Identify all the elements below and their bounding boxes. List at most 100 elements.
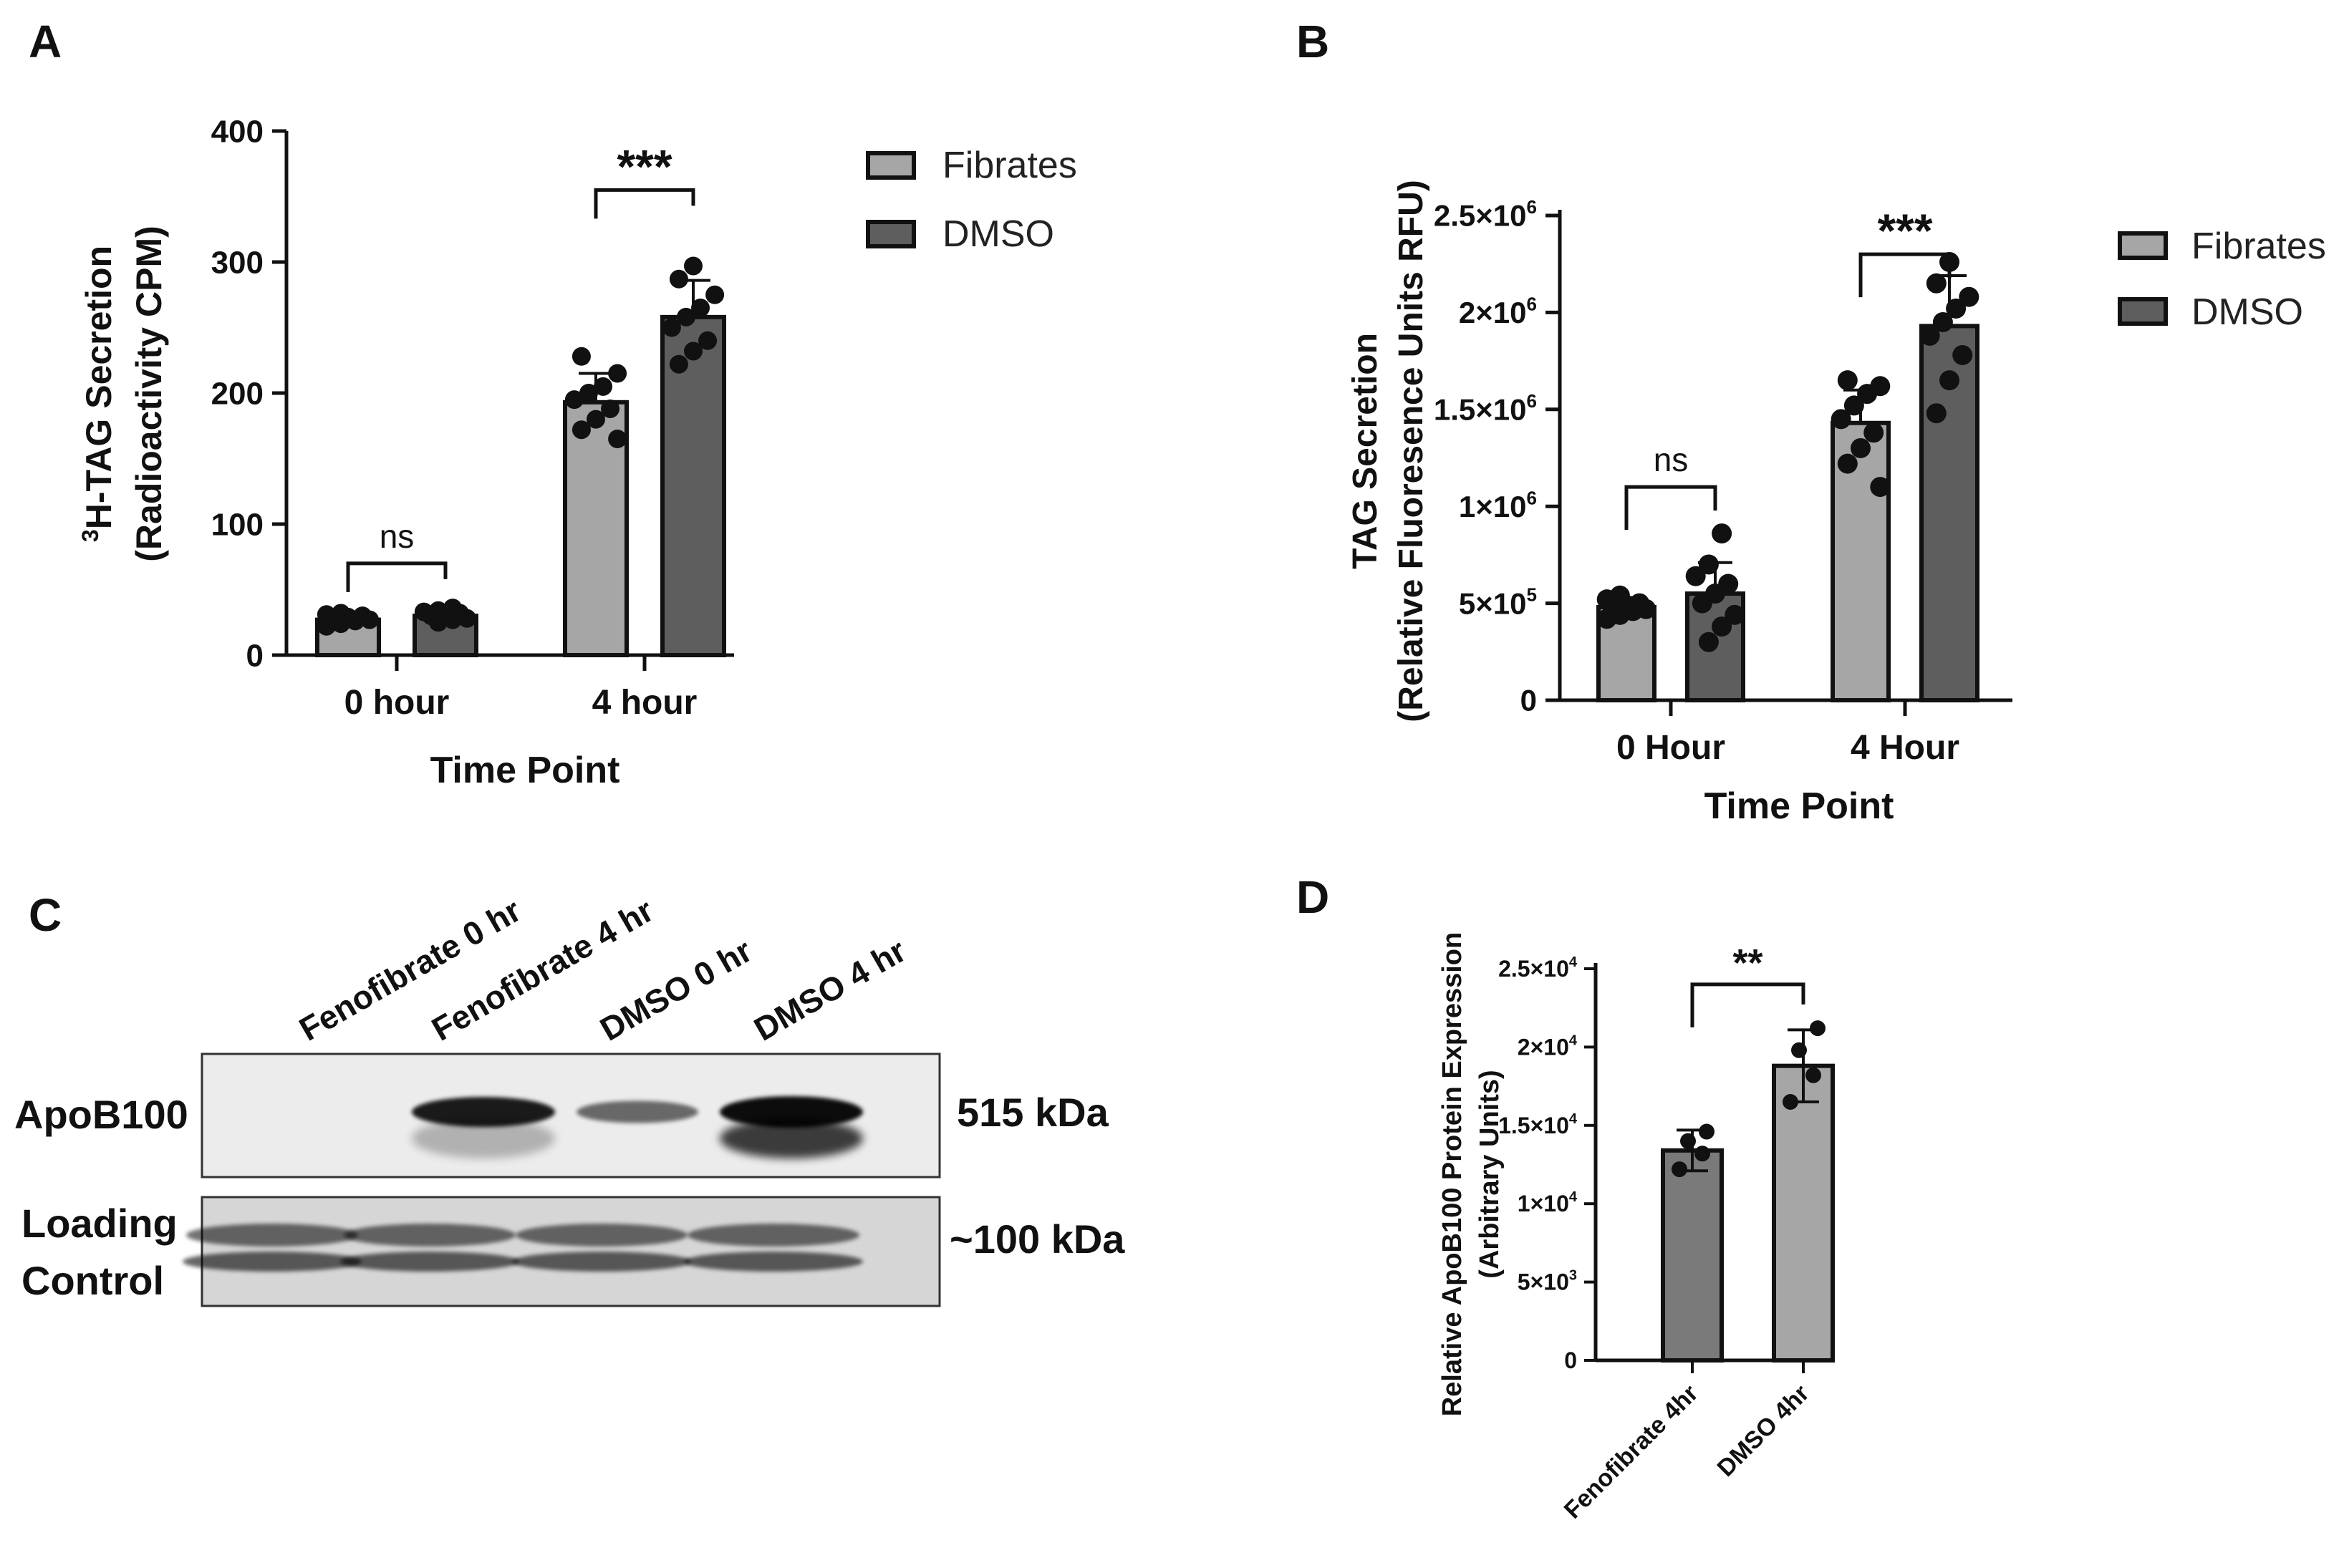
x-tick-label: 4 hour bbox=[592, 684, 698, 722]
data-point bbox=[1870, 376, 1891, 397]
chart-a-y-label-text: H-TAG Secretion bbox=[79, 246, 119, 529]
data-point bbox=[1870, 477, 1891, 498]
significance-label: *** bbox=[617, 140, 672, 193]
blot-bands-loading-control bbox=[183, 1224, 863, 1272]
blot-row-label-apob100: ApoB100 bbox=[14, 1092, 188, 1137]
panel-label-c: C bbox=[29, 889, 62, 941]
x-tick-label: 0 Hour bbox=[1616, 729, 1725, 767]
data-point bbox=[572, 347, 591, 366]
chart-b-y-label-line1: TAG Secretion bbox=[1346, 333, 1384, 569]
x-tick-label: DMSO 4hr bbox=[1712, 1380, 1815, 1482]
blot-lane-label: DMSO 4 hr bbox=[748, 931, 912, 1048]
blot-band bbox=[577, 1100, 698, 1123]
data-point bbox=[669, 354, 688, 374]
data-point bbox=[691, 299, 710, 318]
data-point bbox=[1926, 273, 1947, 294]
blot-band bbox=[688, 1224, 859, 1247]
chart-b: 0 5×105 1×106 1.5×106 2×106 2.5×106 0 Hour 4 H… bbox=[1346, 180, 2326, 827]
legend-label-dmso-b: DMSO bbox=[2191, 291, 2303, 333]
data-point bbox=[1783, 1093, 1798, 1110]
data-point bbox=[1843, 395, 1864, 416]
x-tick-label: 0 hour bbox=[344, 684, 450, 722]
blot-size-loading-control: ~100 kDa bbox=[950, 1216, 1125, 1262]
data-point bbox=[1810, 1020, 1826, 1037]
significance-bracket bbox=[594, 188, 695, 219]
data-point bbox=[1712, 523, 1732, 544]
data-point bbox=[587, 410, 605, 429]
data-point bbox=[684, 256, 703, 276]
y-tick-label: 2×106 bbox=[1459, 293, 1537, 329]
data-point bbox=[1680, 1133, 1696, 1149]
data-point bbox=[1699, 1123, 1715, 1140]
chart-a-y-label-superscript: 3 bbox=[77, 529, 103, 542]
chart-a-legend: Fibrates DMSO bbox=[866, 145, 1077, 255]
data-point bbox=[579, 384, 598, 402]
bar bbox=[1661, 1148, 1724, 1363]
chart-d: 0 5×103 1×104 1.5×104 2×104 2.5×104 Fenofibra… bbox=[1437, 932, 1835, 1524]
data-point bbox=[1629, 593, 1650, 614]
data-point bbox=[1932, 311, 1953, 332]
y-tick-label: 1.5×106 bbox=[1434, 390, 1537, 427]
y-tick-label: 2×104 bbox=[1518, 1032, 1578, 1060]
y-tick-label: 200 bbox=[211, 376, 264, 411]
data-point bbox=[414, 602, 433, 621]
legend-label-fibrates-b: Fibrates bbox=[2191, 226, 2326, 267]
legend-label-dmso: DMSO bbox=[942, 213, 1054, 255]
y-tick-label: 1×104 bbox=[1518, 1189, 1578, 1216]
data-point bbox=[1831, 409, 1851, 430]
data-point bbox=[428, 601, 448, 620]
data-point bbox=[594, 377, 613, 396]
data-point bbox=[443, 599, 463, 618]
data-point bbox=[564, 390, 584, 410]
legend-label-fibrates: Fibrates bbox=[942, 145, 1077, 186]
data-point bbox=[1851, 437, 1871, 458]
data-point bbox=[1791, 1042, 1807, 1058]
data-point bbox=[1685, 566, 1706, 586]
significance-bracket bbox=[1624, 485, 1717, 531]
data-point bbox=[1698, 631, 1719, 652]
data-point bbox=[1725, 604, 1745, 625]
data-point bbox=[1837, 453, 1858, 474]
y-tick-label: 5×105 bbox=[1459, 584, 1537, 621]
panel-label-d: D bbox=[1296, 871, 1329, 923]
legend-swatch-dmso-b bbox=[2118, 297, 2168, 326]
data-point bbox=[572, 420, 591, 440]
legend-swatch-fibrates-b bbox=[2118, 231, 2168, 260]
panel-label-b: B bbox=[1296, 16, 1329, 67]
data-point bbox=[1672, 1161, 1687, 1178]
data-point bbox=[1952, 344, 1973, 365]
blot-strip-loading-control bbox=[201, 1196, 941, 1307]
significance-label: ** bbox=[1732, 942, 1762, 984]
significance-label: ns bbox=[1654, 441, 1689, 478]
blot-band bbox=[720, 1096, 863, 1128]
data-point bbox=[1609, 585, 1630, 606]
data-point bbox=[1837, 370, 1858, 391]
blot-size-apob100: 515 kDa bbox=[957, 1090, 1109, 1135]
data-point bbox=[1959, 286, 1979, 307]
data-point bbox=[317, 605, 336, 624]
chart-b-x-label: Time Point bbox=[1704, 785, 1894, 827]
data-point bbox=[608, 364, 627, 383]
data-point bbox=[1698, 554, 1719, 575]
data-point bbox=[669, 269, 688, 289]
significance-bracket bbox=[1690, 982, 1805, 1027]
blot-band bbox=[412, 1097, 555, 1127]
chart-b-y-label-line2: (Relative Fluoresence Units RFU) bbox=[1392, 180, 1430, 722]
y-tick-label: 1×106 bbox=[1459, 487, 1537, 523]
y-tick-label: 1.5×104 bbox=[1498, 1111, 1578, 1138]
y-tick-label: 0 bbox=[1520, 684, 1537, 717]
blot-bands-apob100 bbox=[412, 1096, 863, 1158]
data-point bbox=[698, 331, 718, 350]
data-point bbox=[331, 604, 350, 623]
data-point bbox=[676, 307, 695, 326]
blot-band-smear bbox=[720, 1118, 863, 1158]
data-point bbox=[1946, 298, 1967, 319]
data-point bbox=[1919, 325, 1940, 346]
bar bbox=[1772, 1063, 1835, 1363]
bar bbox=[660, 314, 726, 657]
blot-lane-label: DMSO 0 hr bbox=[594, 931, 758, 1048]
x-tick-label: 4 Hour bbox=[1851, 729, 1959, 767]
y-tick-label: 2.5×104 bbox=[1498, 954, 1578, 982]
